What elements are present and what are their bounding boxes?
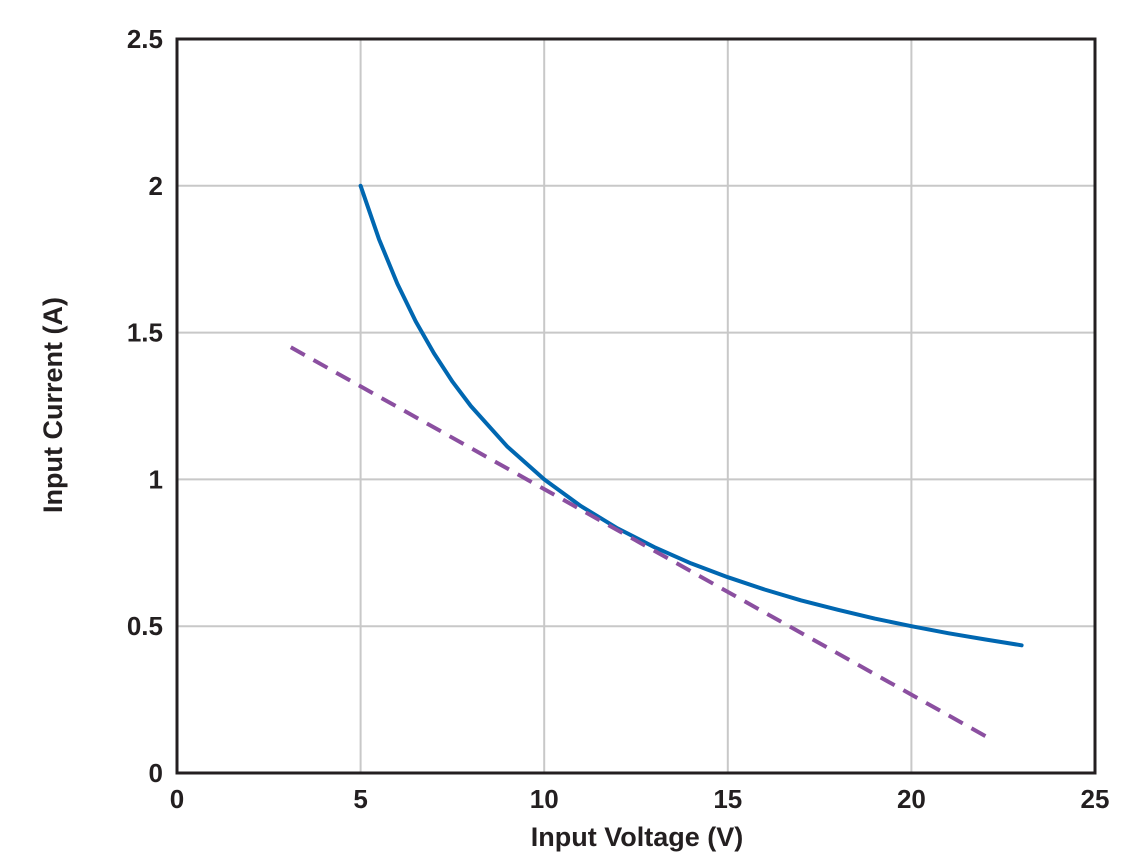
x-axis-label: Input Voltage (V) [531,822,743,852]
grid [177,39,1095,773]
series-layer [289,183,1024,740]
y-tick-label: 2.5 [127,24,163,54]
x-tick-label: 5 [353,784,367,814]
y-axis-ticks: 0 0.5 1 1.5 2 2.5 [127,24,163,788]
x-tick-label: 20 [897,784,926,814]
x-tick-label: 15 [713,784,742,814]
plot-frame [175,37,1097,775]
solid-series-line [358,183,1024,648]
x-tick-label: 10 [530,784,559,814]
y-tick-label: 0 [149,758,163,788]
y-axis-label: Input Current (A) [38,297,68,513]
y-tick-label: 2 [149,171,163,201]
x-tick-label: 0 [170,784,184,814]
y-tick-label: 1.5 [127,318,163,348]
dashed-series-line [289,345,990,740]
x-tick-label: 25 [1081,784,1110,814]
y-tick-label: 1 [149,464,163,494]
x-axis-ticks: 0 5 10 15 20 25 [170,784,1110,814]
y-tick-label: 0.5 [127,611,163,641]
